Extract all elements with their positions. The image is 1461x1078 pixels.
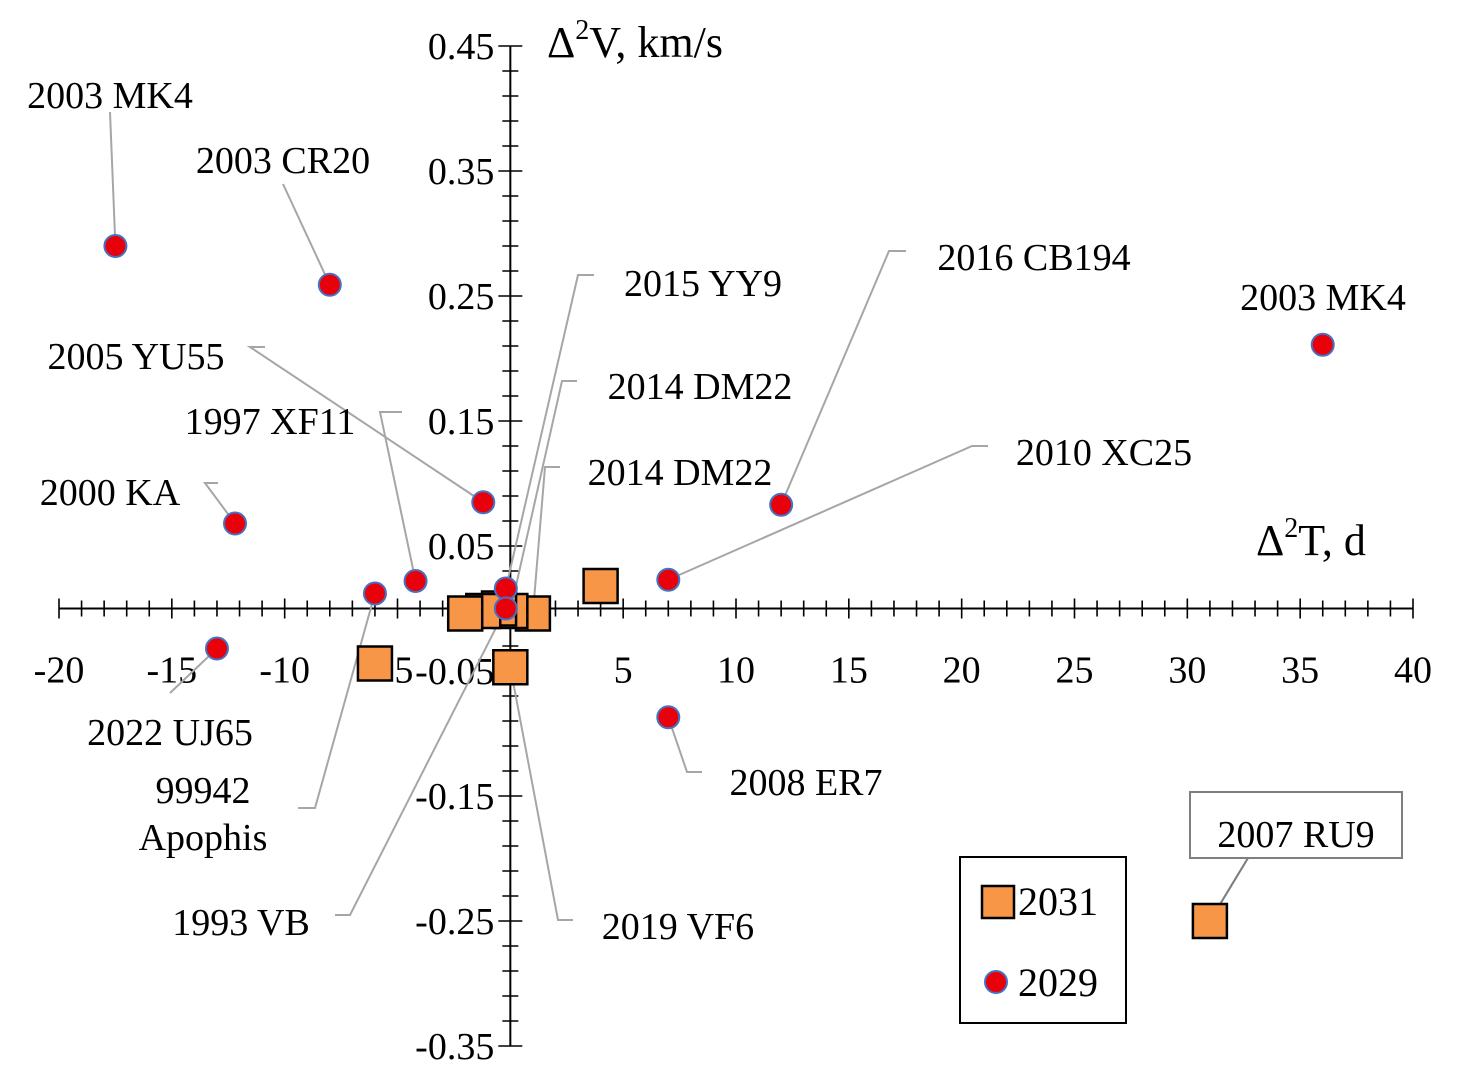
y-tick-label: -0.15 [415, 776, 494, 818]
annotation-leader [509, 380, 577, 612]
y-tick-label: 0.45 [428, 26, 495, 68]
point-2029 [204, 636, 229, 661]
annotation-leader [780, 250, 906, 506]
annotation-label: 2003 MK4 [27, 75, 193, 117]
x-tick-label: 10 [717, 650, 755, 692]
x-axis-title-base: Δ [1256, 516, 1284, 565]
annotation-leader [298, 593, 376, 809]
legend-label-2029: 2029 [1018, 960, 1098, 1005]
y-axis-title-rest: V, km/s [589, 18, 723, 67]
point-2029 [403, 569, 428, 593]
x-tick-label: -20 [34, 650, 85, 692]
annotation-leader [282, 183, 331, 286]
legend-marker-2029 [984, 970, 1008, 994]
point-2029 [493, 596, 518, 621]
annotation-leader [378, 411, 417, 582]
point-2031 [492, 649, 529, 686]
annotation-label: 2016 CB194 [937, 237, 1130, 279]
x-tick-label: 35 [1281, 650, 1319, 692]
legend: 2031 2029 [959, 856, 1127, 1024]
annotation-label: 2003 MK4 [1240, 277, 1406, 319]
annotation-label: 2008 ER7 [729, 762, 882, 804]
annotation-label: 2005 YU55 [48, 336, 225, 378]
annotation-leaders [109, 111, 1249, 922]
annotation-leader [504, 274, 594, 589]
axes: -20-15-10-505101520253035400.450.350.250… [34, 26, 1432, 1068]
annotation-label: 2003 CR20 [196, 140, 370, 182]
data-marks [103, 234, 1335, 940]
point-2029 [493, 576, 518, 601]
y-axis-title-sup: 2 [575, 15, 589, 46]
annotation-label: 2007 RU9 [1217, 814, 1374, 856]
legend-frame [959, 856, 1127, 1024]
x-axis-title-rest: T, d [1298, 516, 1366, 565]
annotation-leader [109, 111, 117, 247]
x-tick-label: 25 [1056, 650, 1094, 692]
x-axis-title: Δ2T, d [1256, 513, 1366, 565]
annotation-label: 1997 XF11 [185, 401, 356, 443]
point-2031 [582, 567, 619, 605]
point-2029 [362, 581, 387, 606]
annotation-leader [667, 445, 988, 581]
annotation-label: 2014 DM22 [608, 366, 793, 408]
point-2029 [223, 511, 248, 536]
y-axis-title: Δ2V, km/s [547, 15, 723, 67]
annotation-label: 2022 UJ65 [87, 712, 253, 754]
point-2031 [446, 595, 484, 632]
annotation-label: 1993 VB [172, 902, 310, 944]
x-tick-label: 15 [830, 650, 868, 692]
point-2029 [317, 272, 342, 297]
x-tick-label: 20 [943, 650, 981, 692]
x-tick-label: -15 [147, 650, 198, 692]
y-tick-label: -0.05 [415, 651, 494, 693]
annotation-label: 99942 [156, 770, 251, 812]
point-2029 [656, 705, 681, 730]
annotation-box [1189, 791, 1403, 859]
annotation-label: 2019 VF6 [602, 906, 754, 948]
y-tick-label: 0.15 [428, 401, 495, 443]
point-2029 [103, 234, 128, 258]
x-axis-title-sup: 2 [1284, 513, 1298, 544]
point-2029 [1310, 332, 1335, 357]
x-tick-label: -10 [259, 650, 310, 692]
y-tick-label: 0.35 [428, 151, 495, 193]
annotation-label: 2010 XC25 [1016, 432, 1192, 474]
point-2029 [656, 567, 681, 592]
annotation-label: 2015 YY9 [624, 263, 782, 305]
y-tick-label: -0.25 [415, 901, 494, 943]
annotation-label: Apophis [139, 817, 268, 859]
y-axis-title-base: Δ [547, 18, 575, 67]
annotation-leader [203, 482, 236, 525]
point-2029 [769, 492, 794, 517]
point-2029 [471, 490, 496, 515]
annotation-leader [509, 667, 573, 921]
annotation-leader [667, 716, 702, 773]
y-tick-label: -0.35 [415, 1026, 494, 1068]
point-2031 [1191, 902, 1229, 940]
x-tick-label: 30 [1168, 650, 1206, 692]
y-tick-label: 0.25 [428, 276, 495, 318]
legend-marker-2031 [980, 884, 1016, 920]
y-tick-label: 0.05 [428, 526, 495, 568]
annotation-leader [246, 346, 484, 504]
annotation-leader [531, 466, 560, 614]
x-tick-label: 5 [614, 650, 633, 692]
annotation-label: 2014 DM22 [588, 452, 773, 494]
x-tick-label: 40 [1394, 650, 1432, 692]
legend-label-2031: 2031 [1018, 879, 1098, 924]
point-2031 [356, 645, 394, 682]
annotation-leader [335, 608, 507, 916]
annotation-label: 2000 KA [40, 472, 181, 514]
